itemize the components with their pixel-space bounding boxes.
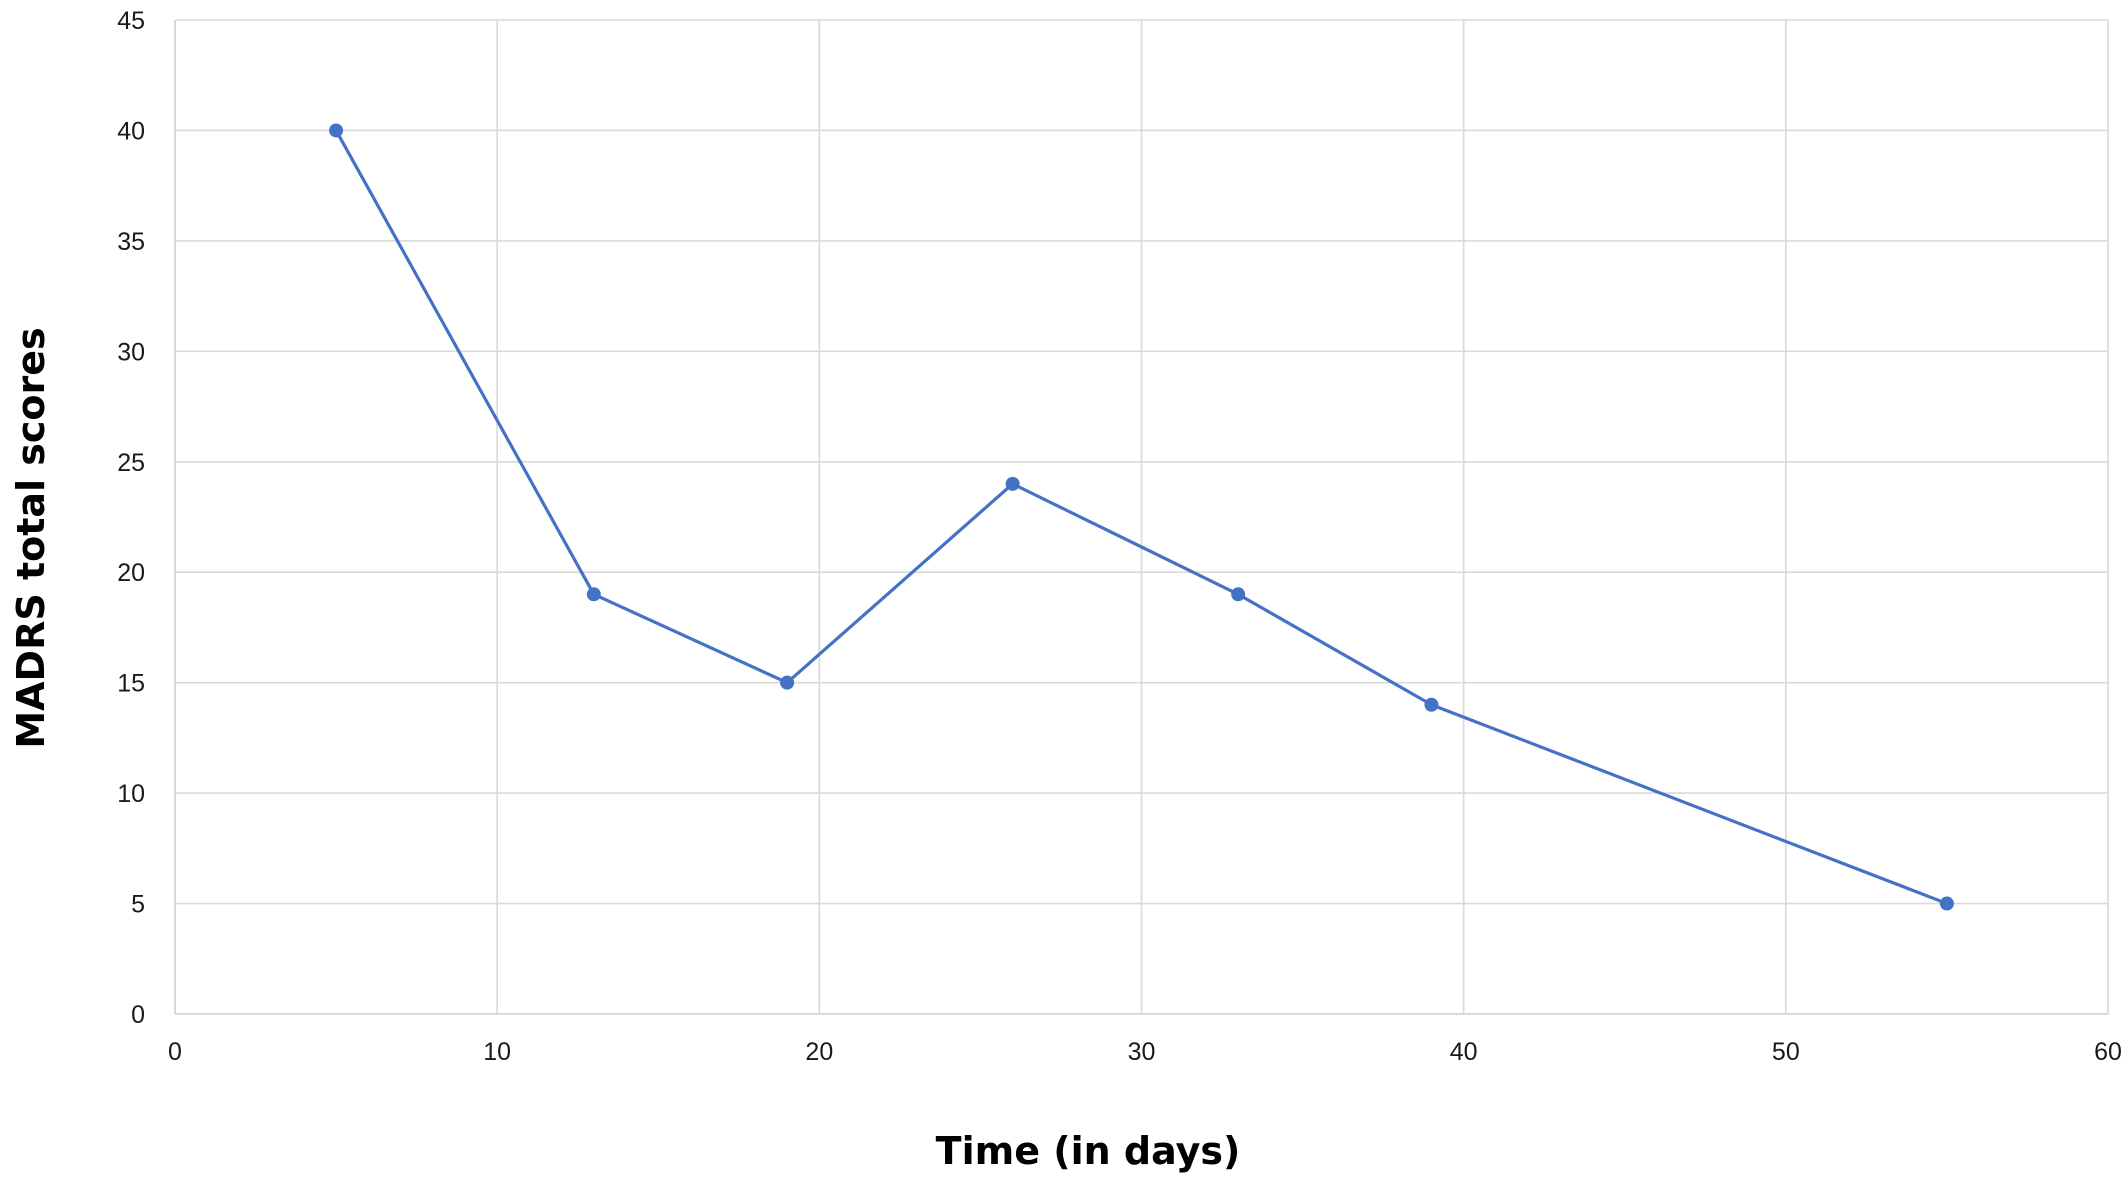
x-tick-label-50: 50 bbox=[1772, 1038, 1800, 1066]
y-tick-label-5: 5 bbox=[131, 891, 145, 919]
data-point-0 bbox=[329, 123, 344, 138]
data-point-1 bbox=[586, 587, 601, 602]
y-tick-label-30: 30 bbox=[117, 338, 145, 366]
x-tick-label-0: 0 bbox=[168, 1038, 182, 1066]
x-tick-label-30: 30 bbox=[1128, 1038, 1156, 1066]
y-tick-label-45: 45 bbox=[117, 7, 145, 35]
x-tick-label-20: 20 bbox=[805, 1038, 833, 1066]
y-tick-label-15: 15 bbox=[117, 670, 145, 698]
x-axis-title: Time (in days) bbox=[936, 1129, 1241, 1173]
y-tick-label-25: 25 bbox=[117, 449, 145, 477]
x-tick-label-40: 40 bbox=[1450, 1038, 1478, 1066]
data-point-2 bbox=[780, 675, 795, 690]
y-tick-label-35: 35 bbox=[117, 228, 145, 256]
y-axis-tick-labels: 0 5 10 15 20 25 30 35 40 45 bbox=[117, 7, 145, 1029]
y-tick-label-10: 10 bbox=[117, 780, 145, 808]
y-tick-label-0: 0 bbox=[131, 1001, 145, 1029]
x-tick-label-60: 60 bbox=[2094, 1038, 2122, 1066]
data-point-3 bbox=[1005, 476, 1020, 491]
x-tick-label-10: 10 bbox=[483, 1038, 511, 1066]
data-point-5 bbox=[1424, 697, 1439, 712]
data-point-6 bbox=[1939, 896, 1954, 911]
series-layer bbox=[329, 123, 1954, 911]
x-axis-tick-labels: 0 10 20 30 40 50 60 bbox=[168, 1038, 2122, 1066]
y-tick-label-40: 40 bbox=[117, 117, 145, 145]
y-tick-label-20: 20 bbox=[117, 559, 145, 587]
data-point-4 bbox=[1231, 587, 1246, 602]
axes bbox=[174, 20, 2108, 1015]
horizontal-gridlines bbox=[175, 19, 2108, 905]
y-axis-title: MADRS total scores bbox=[9, 327, 53, 748]
vertical-gridlines bbox=[496, 20, 2109, 1014]
